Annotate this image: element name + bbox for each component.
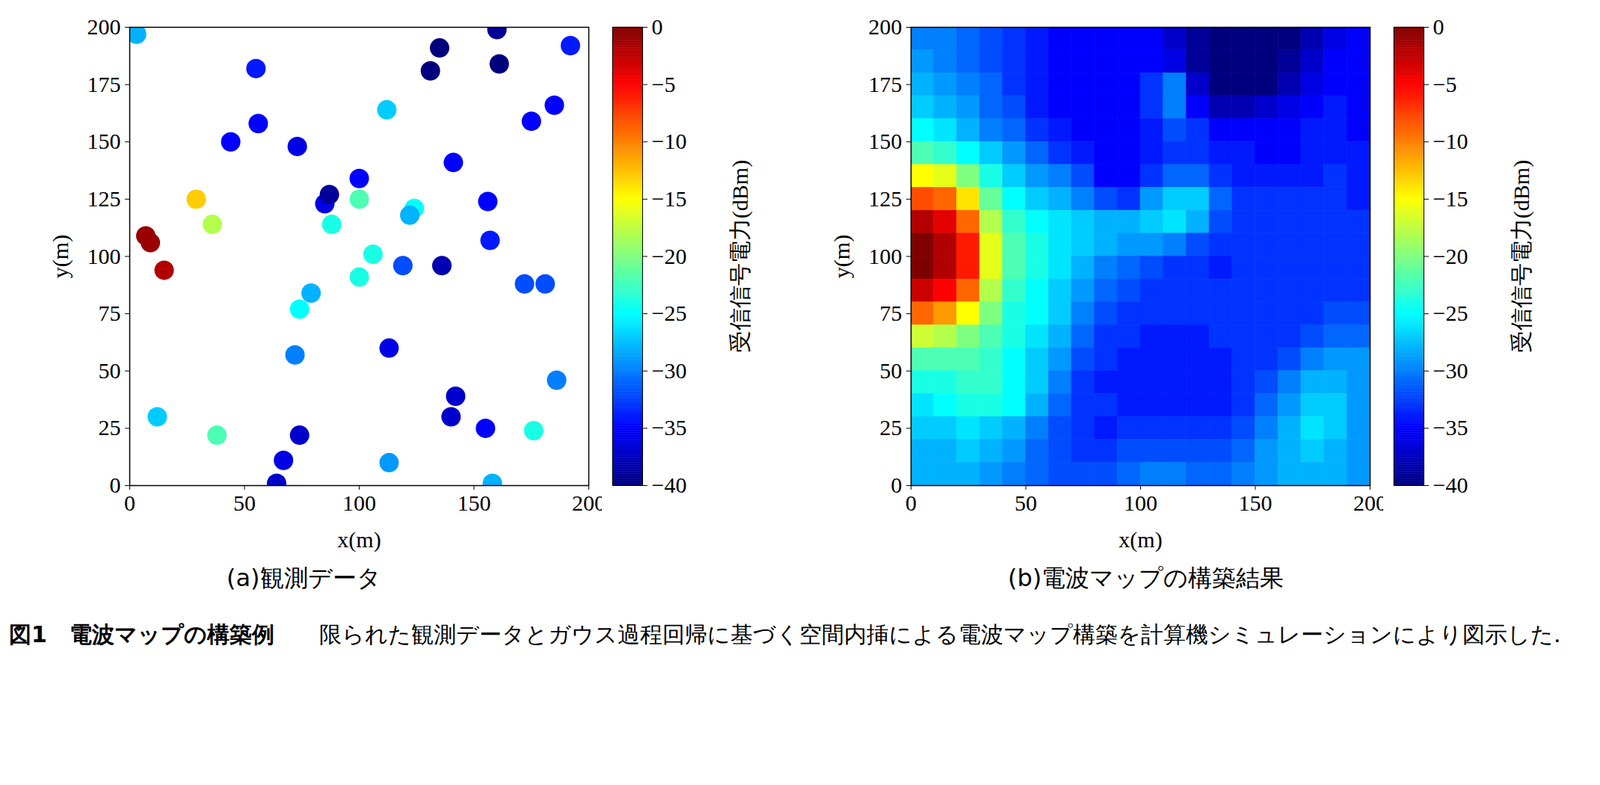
svg-text:50: 50 [98, 358, 122, 383]
svg-text:−20: −20 [651, 243, 688, 269]
svg-text:100: 100 [868, 243, 903, 269]
svg-text:0: 0 [124, 490, 136, 516]
svg-text:−15: −15 [1433, 186, 1469, 211]
svg-text:0: 0 [891, 472, 903, 498]
svg-text:125: 125 [87, 186, 122, 211]
svg-text:−25: −25 [1433, 300, 1469, 326]
svg-text:−30: −30 [651, 358, 688, 383]
svg-text:150: 150 [457, 490, 492, 516]
svg-text:x(m): x(m) [337, 527, 381, 553]
svg-text:受信信号電力(dBm): 受信信号電力(dBm) [727, 160, 753, 353]
svg-text:0: 0 [1433, 14, 1445, 39]
svg-text:−40: −40 [651, 472, 688, 498]
svg-text:150: 150 [87, 128, 122, 154]
svg-text:25: 25 [880, 414, 903, 440]
svg-text:0: 0 [905, 490, 917, 516]
html-text:(b)電波マップの構築結果: (b)電波マップの構築結果 [1007, 563, 1284, 593]
svg-text:200: 200 [571, 490, 602, 516]
svg-text:50: 50 [880, 358, 903, 383]
html-text:(a)観測データ: (a)観測データ [226, 563, 382, 593]
svg-text:−10: −10 [1433, 128, 1469, 154]
svg-text:0: 0 [651, 14, 664, 39]
svg-text:−35: −35 [651, 414, 688, 440]
svg-text:y(m): y(m) [47, 234, 74, 279]
svg-text:200: 200 [87, 14, 122, 39]
svg-text:175: 175 [87, 71, 122, 97]
svg-text:−40: −40 [1433, 472, 1469, 498]
svg-text:−5: −5 [651, 71, 676, 97]
svg-text:200: 200 [868, 14, 903, 39]
svg-text:25: 25 [98, 414, 122, 440]
svg-text:−35: −35 [1433, 414, 1469, 440]
svg-text:−20: −20 [1433, 243, 1469, 269]
svg-text:100: 100 [1123, 490, 1158, 516]
svg-text:−30: −30 [1433, 358, 1469, 383]
svg-text:50: 50 [233, 490, 256, 516]
svg-text:125: 125 [868, 186, 903, 211]
svg-text:75: 75 [98, 300, 122, 326]
svg-text:175: 175 [868, 71, 903, 97]
svg-text:−15: −15 [651, 186, 688, 211]
html-text:図1 電波マップの構築例限られた観測データとガウス過程回帰に: 図1 電波マップの構築例限られた観測データとガウス過程回帰に基づく空間内挿による… [8, 621, 1561, 648]
svg-text:x(m): x(m) [1118, 527, 1162, 553]
svg-text:150: 150 [1238, 490, 1273, 516]
svg-text:受信信号電力(dBm): 受信信号電力(dBm) [1508, 160, 1535, 353]
svg-text:0: 0 [109, 472, 122, 498]
svg-text:−10: −10 [651, 128, 688, 154]
svg-text:−5: −5 [1433, 71, 1458, 97]
svg-text:150: 150 [868, 128, 903, 154]
svg-text:100: 100 [342, 490, 377, 516]
svg-text:75: 75 [880, 300, 903, 326]
svg-text:y(m): y(m) [829, 234, 855, 279]
svg-text:50: 50 [1014, 490, 1038, 516]
svg-text:−25: −25 [651, 300, 688, 326]
svg-text:100: 100 [87, 243, 122, 269]
svg-text:200: 200 [1353, 490, 1384, 516]
